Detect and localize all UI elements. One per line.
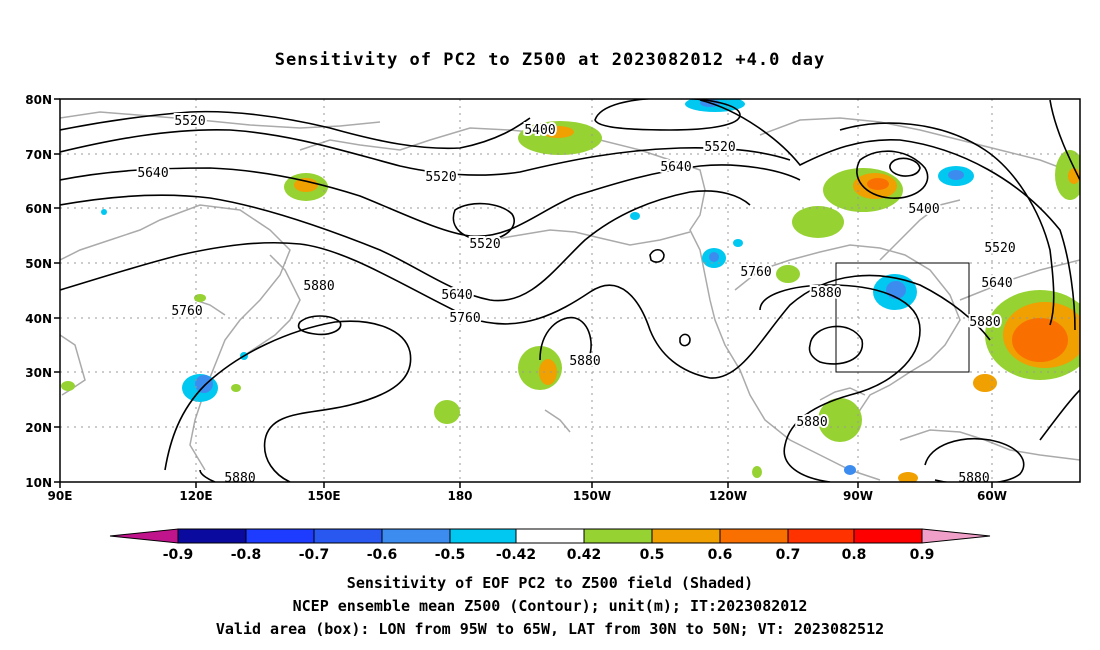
map-title: Sensitivity of PC2 to Z500 at 2023082012…	[274, 50, 826, 70]
gridlines	[60, 99, 1080, 482]
lat-label: 50N	[25, 257, 52, 271]
contour-label: 5880	[569, 354, 600, 369]
lon-label: 90W	[843, 489, 873, 503]
tick-marks	[54, 98, 993, 488]
lon-label: 120E	[179, 489, 212, 503]
contour-label: 5880	[810, 286, 841, 301]
lon-label: 60W	[977, 489, 1007, 503]
caption-contour: NCEP ensemble mean Z500 (Contour); unit(…	[292, 597, 808, 615]
contour-label: 5880	[958, 471, 989, 486]
colorbar-label: -0.5	[435, 547, 466, 563]
colorbar-label: 0.5	[640, 547, 665, 563]
contour-label: 5520	[425, 170, 456, 185]
colorbar-label: -0.9	[163, 547, 194, 563]
lon-label: 150E	[307, 489, 340, 503]
lon-label: 180	[447, 489, 472, 503]
colorbar-segment	[853, 528, 923, 544]
contour-label: 5520	[984, 241, 1015, 256]
colorbar-label: -0.42	[496, 547, 536, 563]
colorbar-high-triangle	[921, 528, 991, 544]
z500-contours	[60, 99, 1080, 482]
plot-area: 5520 5400 5520 5640 5520 5640 5520 5400 …	[60, 99, 1080, 486]
lon-label: 150W	[573, 489, 611, 503]
contour-label: 5400	[524, 123, 555, 138]
colorbar-label: -0.6	[367, 547, 398, 563]
plot-frame	[59, 98, 1081, 483]
colorbar-segment	[515, 528, 585, 544]
colorbar-segment	[381, 528, 451, 544]
longitude-labels: 90E 120E 150E 180 150W 120W 90W 60W	[48, 489, 1007, 503]
contour-label: 5520	[469, 237, 500, 252]
colorbar-segment	[313, 528, 383, 544]
contour-label: 5760	[171, 304, 202, 319]
colorbar: -0.9 -0.8 -0.7 -0.6 -0.5 -0.42 0.42 0.5 …	[109, 528, 991, 563]
lat-label: 40N	[25, 312, 52, 326]
lon-label: 90E	[48, 489, 73, 503]
colorbar-label: 0.42	[567, 547, 602, 563]
colorbar-low-triangle	[109, 528, 179, 544]
contour-label: 5880	[969, 315, 1000, 330]
lat-label: 30N	[25, 366, 52, 380]
colorbar-label: 0.6	[708, 547, 733, 563]
lat-label: 60N	[25, 202, 52, 216]
colorbar-label: -0.8	[231, 547, 262, 563]
colorbar-segment	[651, 528, 721, 544]
contour-label: 5640	[981, 276, 1012, 291]
contour-label: 5520	[174, 114, 205, 129]
contour-labels: 5520 5400 5520 5640 5520 5640 5520 5400 …	[135, 112, 1017, 486]
valid-area-box	[835, 262, 970, 373]
colorbar-label: 0.7	[776, 547, 801, 563]
lat-label: 10N	[25, 476, 52, 490]
contour-label: 5760	[740, 265, 771, 280]
sensitivity-shading	[61, 99, 1080, 482]
contour-label: 5880	[224, 471, 255, 486]
contour-label: 5400	[908, 202, 939, 217]
lat-label: 70N	[25, 148, 52, 162]
colorbar-segment	[177, 528, 247, 544]
caption-shaded: Sensitivity of EOF PC2 to Z500 field (Sh…	[346, 574, 754, 592]
colorbar-label: 0.9	[910, 547, 935, 563]
contour-label: 5640	[660, 160, 691, 175]
contour-label: 5880	[303, 279, 334, 294]
contour-label: 5520	[704, 140, 735, 155]
lat-label: 80N	[25, 93, 52, 107]
lon-label: 120W	[709, 489, 747, 503]
colorbar-segment	[245, 528, 315, 544]
caption-valid-area: Valid area (box): LON from 95W to 65W, L…	[215, 620, 885, 638]
lat-label: 20N	[25, 421, 52, 435]
colorbar-segment	[449, 528, 517, 544]
colorbar-label: 0.8	[842, 547, 867, 563]
colorbar-segment	[787, 528, 855, 544]
coastlines	[60, 111, 1080, 481]
contour-label: 5760	[449, 311, 480, 326]
contour-label: 5640	[441, 288, 472, 303]
contour-label: 5880	[796, 415, 827, 430]
contour-label: 5640	[137, 166, 168, 181]
colorbar-segment	[583, 528, 653, 544]
colorbar-segment	[719, 528, 789, 544]
colorbar-label: -0.7	[299, 547, 330, 563]
latitude-labels: 80N 70N 60N 50N 40N 30N 20N 10N	[25, 93, 52, 490]
